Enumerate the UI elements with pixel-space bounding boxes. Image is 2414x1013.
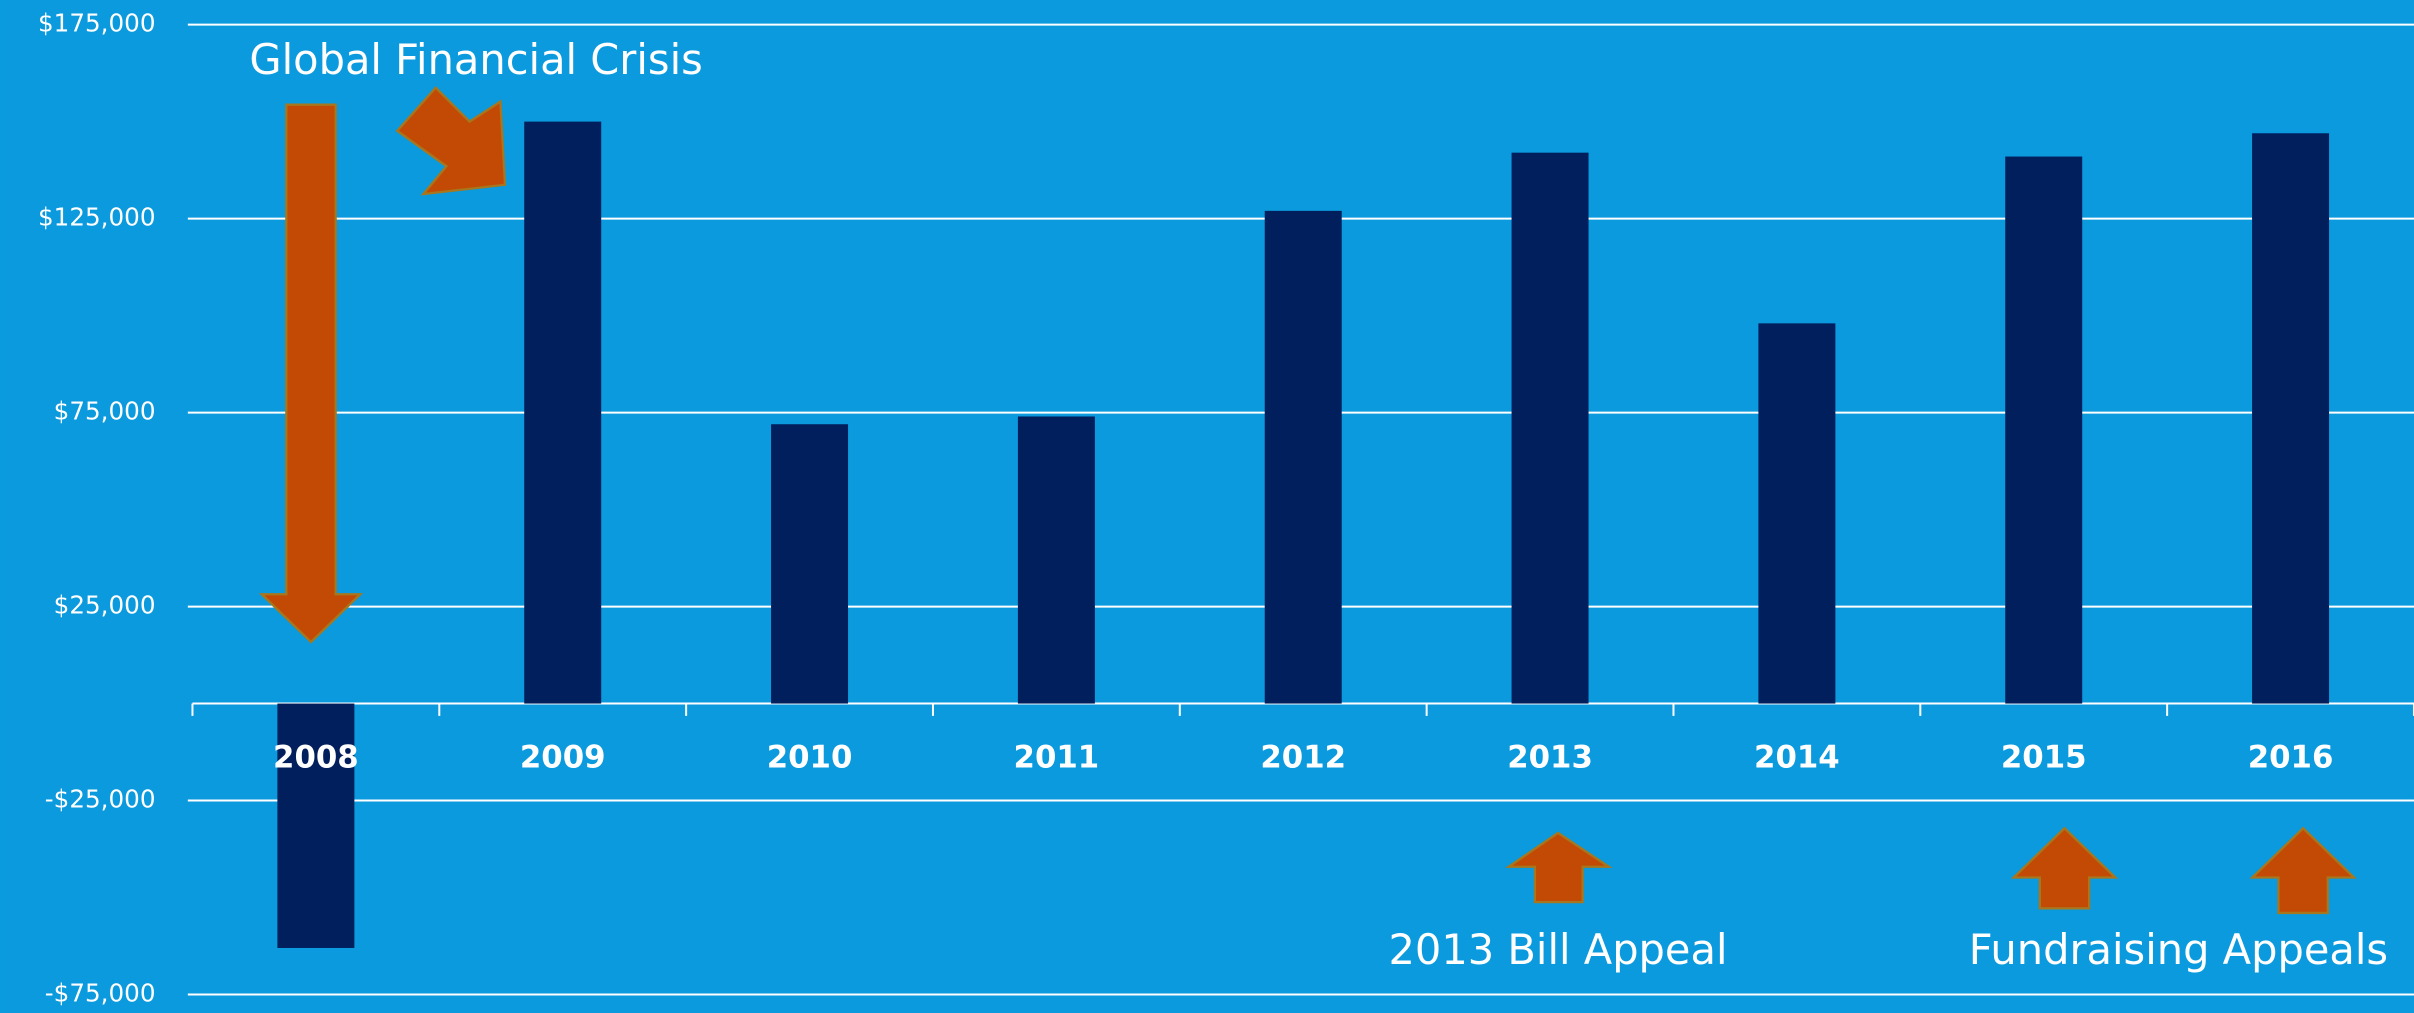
y-tick-label: $125,000 [38, 203, 156, 232]
bars [277, 121, 2330, 948]
bar [1758, 323, 1836, 704]
x-tick-label: 2010 [767, 739, 853, 775]
annotation: Fundraising Appeals [1969, 925, 2388, 974]
x-tick-label: 2014 [1754, 739, 1840, 775]
x-tick-label: 2012 [1260, 739, 1346, 775]
bar [2005, 156, 2083, 704]
annotation: 2013 Bill Appeal [1389, 925, 1728, 974]
x-tick-label: 2013 [1507, 739, 1593, 775]
bar [277, 703, 355, 948]
bar [1017, 416, 1095, 704]
y-tick-label: $75,000 [54, 397, 156, 426]
annotation: Global Financial Crisis [249, 35, 702, 84]
y-tick-label: -$25,000 [45, 785, 156, 814]
up-arrow [1505, 831, 1613, 904]
up-arrow [2010, 826, 2119, 910]
x-tick-label: 2015 [2001, 739, 2087, 775]
x-tick-label: 2008 [273, 739, 359, 775]
up-arrow [2249, 826, 2357, 915]
x-tick-label: 2011 [1014, 739, 1100, 775]
down-arrow [258, 103, 364, 644]
bar [2252, 133, 2330, 704]
bar [1264, 210, 1342, 704]
bar [524, 121, 602, 704]
y-tick-label: $175,000 [38, 9, 156, 38]
diagonal-arrow [395, 86, 507, 196]
x-tick-label: 2016 [2248, 739, 2334, 775]
bar [1511, 152, 1589, 704]
y-tick-label: -$75,000 [45, 979, 156, 1008]
x-tick-label: 2009 [520, 739, 606, 775]
y-tick-label: $25,000 [54, 591, 156, 620]
labels: -$75,000 -$25,000 $25,000 $75,000 $125,000 $1… [38, 9, 2333, 1008]
bar [771, 424, 849, 704]
